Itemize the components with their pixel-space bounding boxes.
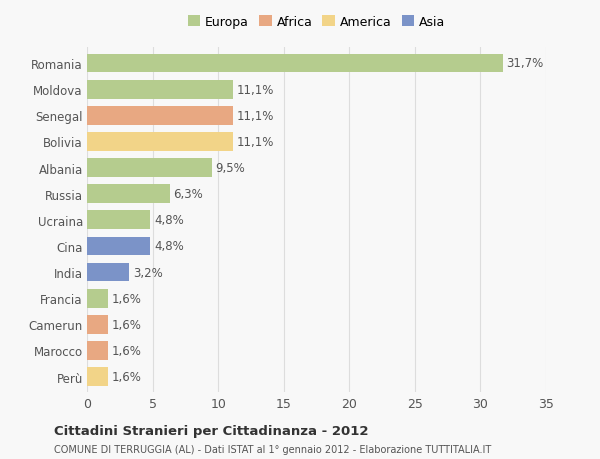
Bar [87, 80, 233, 99]
Text: 11,1%: 11,1% [236, 135, 274, 149]
Text: 3,2%: 3,2% [133, 266, 163, 279]
Bar [87, 185, 170, 204]
Bar [87, 133, 233, 151]
Text: 11,1%: 11,1% [236, 110, 274, 123]
Bar [87, 341, 108, 360]
Bar [87, 106, 233, 125]
Text: 1,6%: 1,6% [112, 318, 142, 331]
Text: 6,3%: 6,3% [173, 188, 203, 201]
Bar [87, 159, 212, 178]
Bar [87, 289, 108, 308]
Text: 11,1%: 11,1% [236, 84, 274, 96]
Text: 1,6%: 1,6% [112, 370, 142, 383]
Text: 1,6%: 1,6% [112, 292, 142, 305]
Text: COMUNE DI TERRUGGIA (AL) - Dati ISTAT al 1° gennaio 2012 - Elaborazione TUTTITAL: COMUNE DI TERRUGGIA (AL) - Dati ISTAT al… [54, 444, 491, 454]
Text: 31,7%: 31,7% [506, 57, 544, 70]
Bar [87, 237, 150, 256]
Bar [87, 367, 108, 386]
Text: 1,6%: 1,6% [112, 344, 142, 357]
Text: 4,8%: 4,8% [154, 240, 184, 253]
Text: Cittadini Stranieri per Cittadinanza - 2012: Cittadini Stranieri per Cittadinanza - 2… [54, 425, 368, 437]
Text: 9,5%: 9,5% [215, 162, 245, 174]
Legend: Europa, Africa, America, Asia: Europa, Africa, America, Asia [185, 13, 448, 31]
Text: 4,8%: 4,8% [154, 214, 184, 227]
Bar [87, 211, 150, 230]
Bar [87, 315, 108, 334]
Bar [87, 55, 503, 73]
Bar [87, 263, 129, 282]
